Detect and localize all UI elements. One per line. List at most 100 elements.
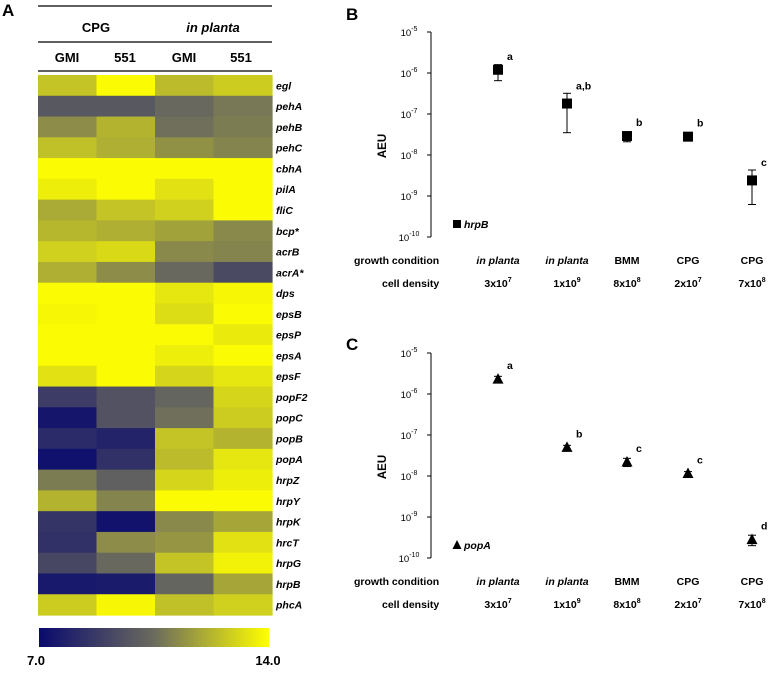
gene-label: acrA* — [276, 267, 304, 279]
heatmap-cell — [155, 95, 215, 118]
heatmap-cell — [213, 158, 273, 180]
heatmap-cell — [213, 178, 273, 201]
heatmap-cell — [213, 137, 273, 159]
heatmap-cell — [155, 241, 215, 263]
heatmap-cell — [38, 241, 98, 263]
heatmap-cell — [38, 407, 98, 429]
row-label-condition-c: growth condition — [354, 576, 439, 588]
gene-label: egl — [276, 80, 292, 92]
heatmap-cell — [213, 282, 273, 305]
panel-label-a: A — [2, 1, 14, 20]
heatmap-cell — [38, 552, 98, 575]
heatmap-cell — [213, 552, 273, 575]
heatmap-cell — [38, 573, 98, 595]
group-header-in-planta: in planta — [186, 20, 239, 35]
popa-expression-panel: C AEU 10-10 10-9 10-8 10-7 10-6 10-5 popA a in p… — [346, 335, 767, 611]
heatmap-cell — [96, 594, 156, 616]
legend-gene-label: hrpB — [464, 219, 489, 231]
heatmap-cell — [213, 428, 273, 450]
scale-max-label: 14.0 — [255, 653, 280, 668]
heatmap-cell — [213, 490, 273, 512]
significance-letter: b — [636, 117, 642, 129]
row-label-density-b: cell density — [382, 278, 439, 290]
density-label: 8x108 — [613, 598, 640, 611]
legend-marker — [452, 540, 462, 549]
y-tick-label: 10-10 — [399, 552, 420, 565]
heatmap-cell — [155, 199, 215, 221]
heatmap-cell — [96, 158, 156, 180]
heatmap-cell — [38, 282, 98, 305]
gene-label: pehC — [275, 143, 303, 155]
strain-header-4: 551 — [230, 50, 252, 65]
plot-c: 10-10 10-9 10-8 10-7 10-6 10-5 popA a in planta 3… — [399, 347, 768, 611]
heatmap-cell — [96, 303, 156, 325]
gene-label: epsF — [276, 371, 301, 383]
heatmap-cell — [96, 573, 156, 595]
heatmap-cell — [96, 241, 156, 263]
significance-letter: c — [636, 443, 642, 455]
condition-label: in planta — [476, 255, 519, 267]
heatmap-cell — [213, 345, 273, 367]
heatmap-gene-labels: egl pehA pehB pehC cbhA pilA fliC bcp* acrB acrA*… — [275, 80, 308, 611]
heatmap-cell — [155, 220, 215, 242]
heatmap-cell — [213, 75, 273, 97]
heatmap-cell — [155, 324, 215, 346]
heatmap-cell — [38, 428, 98, 450]
y-tick-label: 10-9 — [401, 190, 418, 203]
heatmap-cell — [96, 282, 156, 305]
heatmap-cell — [155, 594, 215, 616]
significance-letter: a,b — [576, 80, 591, 92]
condition-label: CPG — [741, 576, 764, 588]
condition-label: BMM — [614, 576, 639, 588]
strain-header-3: GMI — [172, 50, 197, 65]
heatmap-cell — [155, 531, 215, 554]
heatmap-cell — [38, 178, 98, 201]
heatmap-cell — [155, 178, 215, 201]
group-header-cpg: CPG — [82, 20, 110, 35]
heatmap-cell — [213, 531, 273, 554]
gene-label: pehA — [275, 101, 302, 113]
heatmap-cell — [38, 158, 98, 180]
y-axis-label-b: AEU — [377, 134, 389, 158]
heatmap-cell — [213, 511, 273, 533]
y-tick-label: 10-5 — [401, 347, 418, 360]
heatmap-cell — [38, 345, 98, 367]
condition-label: in planta — [545, 255, 588, 267]
significance-letter: d — [761, 521, 767, 533]
heatmap-cell — [213, 261, 273, 284]
significance-letter: b — [576, 428, 582, 440]
heatmap-cell — [213, 448, 273, 471]
heatmap-cells — [38, 75, 273, 616]
heatmap-cell — [213, 95, 273, 118]
y-tick-label: 10-5 — [401, 26, 418, 39]
heatmap-cell — [155, 428, 215, 450]
heatmap-cell — [38, 490, 98, 512]
heatmap-cell — [213, 386, 273, 408]
data-point — [622, 131, 632, 142]
heatmap-cell — [213, 469, 273, 491]
heatmap-cell — [213, 365, 273, 388]
heatmap-cell — [38, 116, 98, 138]
heatmap-cell — [155, 511, 215, 533]
gene-label: hrcT — [276, 537, 300, 549]
heatmap-cell — [96, 531, 156, 554]
gene-label: hrpY — [276, 496, 301, 508]
y-tick-label: 10-6 — [401, 67, 418, 80]
heatmap-cell — [96, 199, 156, 221]
gene-label: hrpG — [276, 558, 301, 570]
heatmap-cell — [96, 490, 156, 512]
y-tick-label: 10-7 — [401, 429, 418, 442]
data-point — [621, 455, 633, 467]
heatmap-cell — [155, 552, 215, 575]
heatmap-cell — [96, 261, 156, 284]
data-point — [492, 373, 504, 384]
heatmap-cell — [96, 178, 156, 201]
heatmap-cell — [96, 448, 156, 471]
heatmap-cell — [38, 448, 98, 471]
gene-label: popB — [275, 433, 303, 445]
plot-b: 10-10 10-9 10-8 10-7 10-6 10-5 hrpB a in planta 3… — [399, 26, 767, 290]
heatmap-cell — [155, 75, 215, 97]
heatmap-cell — [96, 407, 156, 429]
heatmap-cell — [96, 137, 156, 159]
heatmap-panel: A CPG in planta GMI 551 GMI 551 egl pehA p… — [2, 1, 308, 668]
